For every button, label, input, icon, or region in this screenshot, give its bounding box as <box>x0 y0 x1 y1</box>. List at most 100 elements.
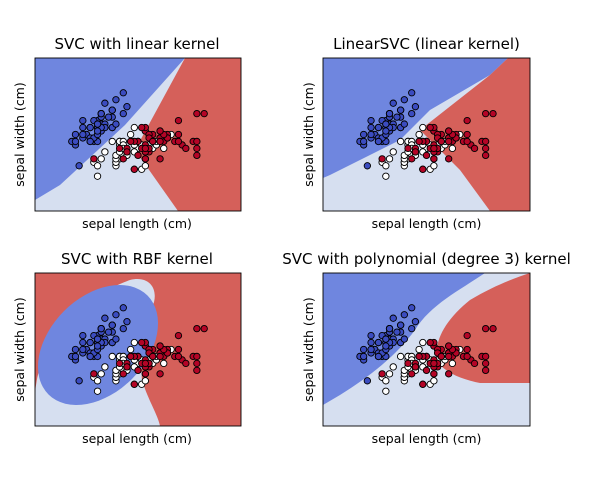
scatter-point <box>141 377 150 385</box>
scatter-point <box>93 335 102 343</box>
scatter-point <box>193 352 201 361</box>
scatter-point <box>463 137 471 146</box>
scatter-point <box>463 352 471 361</box>
panel-3: SVC with RBF kernel sepal length (cm) se… <box>12 250 242 446</box>
scatter-point <box>156 352 164 361</box>
scatter-point <box>437 352 445 361</box>
scatter-point <box>404 144 412 153</box>
scatter-point <box>411 363 420 371</box>
x-axis-label-1: sepal length (cm) <box>82 216 192 231</box>
panel-4: SVC with polynomial (degree 3) kernel se… <box>282 250 571 446</box>
scatter-point <box>134 151 142 160</box>
scatter-point <box>174 331 183 340</box>
scatter-point <box>408 109 416 118</box>
scatter-point <box>101 99 109 107</box>
scatter-point <box>426 123 434 132</box>
scatter-point <box>396 106 405 114</box>
scatter-point <box>86 338 94 347</box>
y-axis-label-3: sepal width (cm) <box>12 297 27 401</box>
scatter-point <box>123 148 131 156</box>
scatter-point <box>130 338 138 347</box>
scatter-point <box>156 137 164 146</box>
scatter-points-1 <box>68 89 208 180</box>
scatter-point <box>141 162 150 170</box>
scatter-point <box>126 137 135 146</box>
scatter-point <box>174 137 183 146</box>
scatter-point <box>86 123 94 132</box>
scatter-point <box>400 335 408 343</box>
scatter-point <box>115 359 124 368</box>
scatter-point <box>101 148 109 156</box>
scatter-point <box>134 366 142 375</box>
scatter-point <box>101 314 109 322</box>
scatter-point <box>174 352 183 361</box>
scatter-point <box>385 109 394 118</box>
scatter-points-2 <box>356 89 497 180</box>
scatter-point <box>415 352 423 361</box>
scatter-point <box>463 345 471 354</box>
scatter-point <box>481 144 490 153</box>
scatter-point <box>79 116 87 125</box>
scatter-point <box>382 335 390 343</box>
scatter-point <box>445 127 453 135</box>
scatter-point <box>389 363 397 371</box>
scatter-point <box>130 165 138 173</box>
scatter-point <box>400 96 408 104</box>
decision-regions-2 <box>323 58 530 211</box>
scatter-point <box>411 103 420 111</box>
scatter-point <box>382 387 390 395</box>
scatter-point <box>419 123 427 132</box>
scatter-point <box>430 377 438 385</box>
panel-title-4: SVC with polynomial (degree 3) kernel <box>282 250 571 268</box>
scatter-point <box>156 155 164 163</box>
scatter-point <box>400 311 408 319</box>
scatter-point <box>79 123 87 132</box>
scatter-point <box>79 130 87 139</box>
scatter-point <box>481 109 490 118</box>
scatter-point <box>112 311 120 319</box>
scatter-point <box>419 165 427 173</box>
scatter-point <box>138 338 146 347</box>
scatter-point <box>156 127 164 135</box>
scatter-point <box>385 370 394 378</box>
scatter-point <box>481 366 490 375</box>
scatter-point <box>149 137 157 146</box>
scatter-point <box>108 137 116 146</box>
scatter-point <box>445 137 453 146</box>
scatter-point <box>119 324 127 333</box>
scatter-point <box>463 116 471 125</box>
scatter-point <box>97 370 105 378</box>
scatter-points-3 <box>68 304 208 395</box>
scatter-point <box>363 162 372 170</box>
scatter-point <box>389 314 397 322</box>
scatter-point <box>400 120 408 128</box>
scatter-point <box>90 370 98 378</box>
plot-frame-1 <box>34 57 242 212</box>
scatter-point <box>389 99 397 107</box>
scatter-point <box>193 366 201 375</box>
scatter-point <box>119 109 127 118</box>
scatter-point <box>104 113 113 121</box>
panel-1: SVC with linear kernel sepal length (cm)… <box>12 35 242 231</box>
scatter-point <box>419 380 427 388</box>
scatter-point <box>174 345 183 354</box>
scatter-point <box>149 352 157 361</box>
scatter-point <box>489 109 497 118</box>
decision-regions-3 <box>35 273 241 426</box>
scatter-point <box>367 130 375 139</box>
scatter-point <box>385 324 394 333</box>
scatter-point <box>130 380 138 388</box>
scatter-point <box>141 370 150 378</box>
scatter-point <box>374 123 383 132</box>
scatter-point <box>123 363 131 371</box>
scatter-point <box>90 155 98 163</box>
scatter-point <box>93 172 102 180</box>
plot-frame-2 <box>322 57 531 212</box>
scatter-point <box>101 363 109 371</box>
scatter-point <box>119 370 127 378</box>
scatter-point <box>97 324 105 333</box>
scatter-point <box>119 89 127 97</box>
scatter-point <box>382 172 390 180</box>
scatter-point <box>430 144 438 153</box>
